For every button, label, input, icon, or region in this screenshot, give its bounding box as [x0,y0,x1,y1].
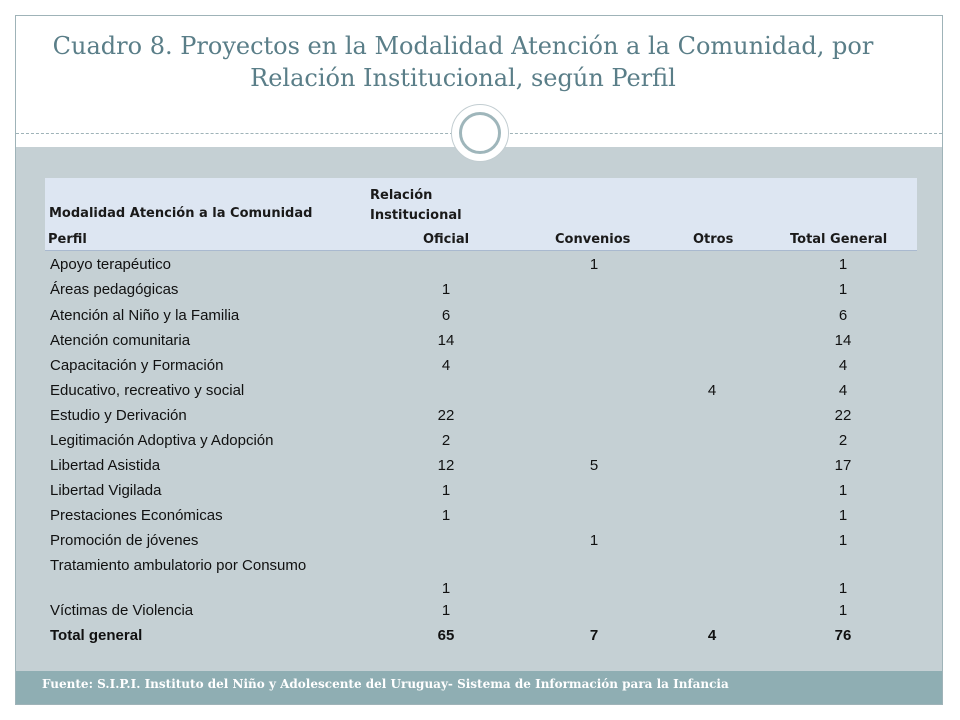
cell-perfil: Atención comunitaria [50,332,191,349]
table-row: Estudio y Derivación 22 22 [45,403,917,428]
cell-otros: 4 [707,382,717,399]
table-row: Educativo, recreativo y social 4 4 [45,378,917,403]
header-modalidad: Modalidad Atención a la Comunidad [49,206,313,221]
cell-perfil: Libertad Vigilada [50,482,162,499]
cell-total: 1 [838,580,848,597]
cell-perfil: Legitimación Adoptiva y Adopción [50,432,274,449]
cell-otros: 4 [707,627,717,644]
cell-perfil: Promoción de jóvenes [50,532,199,549]
cell-convenios: 1 [589,256,599,273]
table-row: Libertad Vigilada 1 1 [45,478,917,503]
table-row: Libertad Asistida 12 5 17 [45,453,917,478]
table-row: Promoción de jóvenes 1 1 [45,528,917,553]
cell-perfil: Libertad Asistida [50,457,161,474]
cell-total: 1 [838,532,848,549]
cell-convenios: 7 [589,627,599,644]
cell-convenios: 1 [589,532,599,549]
cell-perfil: Educativo, recreativo y social [50,382,245,399]
cell-perfil: Víctimas de Violencia [50,602,194,619]
cell-perfil: Prestaciones Económicas [50,507,223,524]
cell-total: 1 [838,281,848,298]
header-oficial: Oficial [423,232,470,247]
cell-total: 22 [834,407,852,424]
cell-oficial: 1 [441,507,451,524]
total-row: Total general 65 7 4 76 [45,623,917,648]
cell-oficial: 12 [437,457,455,474]
table-row: Atención al Niño y la Familia 6 6 [45,303,917,328]
footer-source: Fuente: S.I.P.I. Instituto del Niño y Ad… [42,677,729,691]
header-otros: Otros [693,232,734,247]
cell-total: 1 [838,602,848,619]
cell-oficial: 6 [441,307,451,324]
cell-oficial: 65 [437,627,455,644]
cell-total: 1 [838,507,848,524]
cell-total: 1 [838,482,848,499]
slide-title: Cuadro 8. Proyectos en la Modalidad Aten… [52,32,874,92]
header-relacion: Relación Institucional [370,188,462,223]
cell-total: 6 [838,307,848,324]
table-row: Víctimas de Violencia 1 1 [45,598,917,623]
cell-oficial: 22 [437,407,455,424]
cell-total: 76 [834,627,852,644]
cell-perfil: Tratamiento ambulatorio por Consumo [50,557,307,574]
header-convenios: Convenios [555,232,631,247]
table-row: Apoyo terapéutico 1 1 [45,252,917,277]
footer-band [16,671,942,704]
table-row: Atención comunitaria 14 14 [45,328,917,353]
cell-perfil: Total general [50,627,143,644]
cell-total: 2 [838,432,848,449]
cell-oficial: 1 [441,602,451,619]
header-total: Total General [790,232,888,247]
cell-perfil: Estudio y Derivación [50,407,187,424]
table-header: Modalidad Atención a la Comunidad Relaci… [45,178,917,251]
table-row: Capacitación y Formación 4 4 [45,353,917,378]
cell-oficial: 1 [441,281,451,298]
cell-total: 17 [834,457,852,474]
table-row: Tratamiento ambulatorio por Consumo 1 1 [45,553,917,603]
cell-perfil: Capacitación y Formación [50,357,224,374]
cell-total: 1 [838,256,848,273]
cell-total: 14 [834,332,852,349]
cell-oficial: 14 [437,332,455,349]
cell-oficial: 2 [441,432,451,449]
cell-oficial: 4 [441,357,451,374]
cell-perfil: Áreas pedagógicas [50,281,179,298]
cell-oficial: 1 [441,580,451,597]
cell-perfil: Apoyo terapéutico [50,256,171,273]
circle-ring [459,112,501,154]
cell-convenios: 5 [589,457,599,474]
circle-ornament-icon [451,104,509,162]
table-row: Prestaciones Económicas 1 1 [45,503,917,528]
cell-perfil: Atención al Niño y la Familia [50,307,240,324]
cell-total: 4 [838,382,848,399]
table-row: Áreas pedagógicas 1 1 [45,277,917,302]
table-row: Legitimación Adoptiva y Adopción 2 2 [45,428,917,453]
cell-oficial: 1 [441,482,451,499]
cell-total: 4 [838,357,848,374]
header-perfil: Perfil [48,232,87,247]
